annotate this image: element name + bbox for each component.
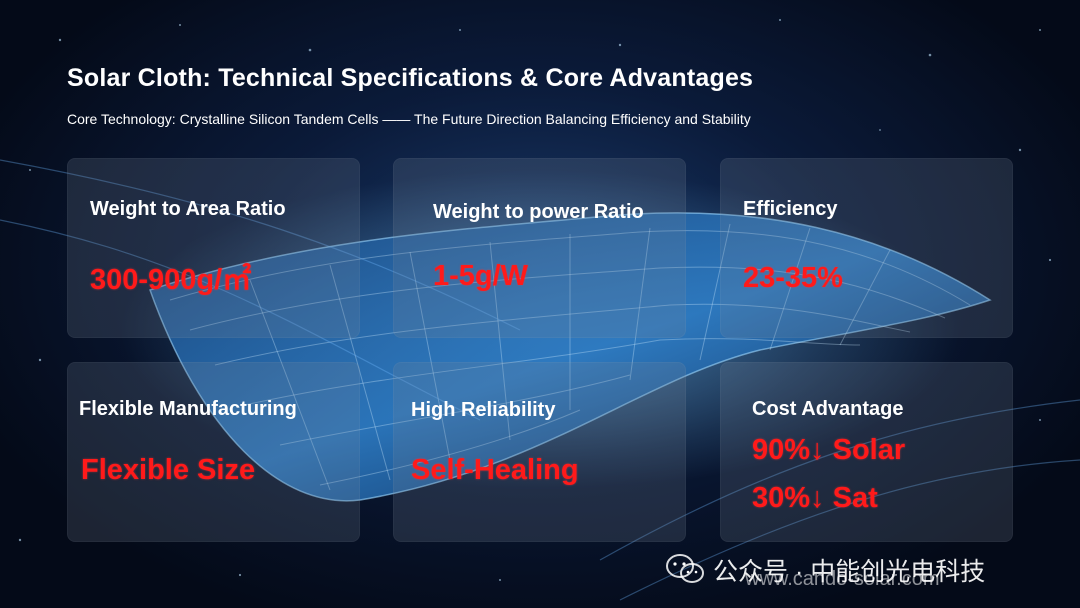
card-label: Weight to power Ratio [433,201,644,223]
card-high-reliability: High Reliability Self-Healing [393,362,686,542]
card-value: 300-900g/㎡ [90,264,252,296]
watermark-site: www.cando-solar.com [745,568,940,590]
card-label: Flexible Manufacturing [79,398,297,420]
card-efficiency: Efficiency 23-35% [720,158,1013,338]
card-label: High Reliability [411,399,556,421]
card-value: 1-5g/W [433,260,529,292]
card-cost-advantage: Cost Advantage 90%↓ Solar 30%↓ Sat [720,362,1013,542]
card-value: 90%↓ Solar [752,434,906,466]
card-label: Weight to Area Ratio [90,198,286,220]
card-label: Cost Advantage [752,398,904,420]
card-label: Efficiency [743,198,838,220]
page-title: Solar Cloth: Technical Specifications & … [67,64,754,92]
card-value: 23-35% [743,262,843,294]
card-value-secondary: 30%↓ Sat [752,482,878,514]
card-value: Self-Healing [411,454,579,486]
card-weight-power: Weight to power Ratio 1-5g/W [393,158,686,338]
page-subtitle: Core Technology: Crystalline Silicon Tan… [67,111,751,127]
watermark-account: 公众号 · 中能创光电科技 [713,558,986,586]
card-weight-area: Weight to Area Ratio 300-900g/㎡ [67,158,360,338]
wechat-icon [666,554,704,583]
card-value: Flexible Size [81,454,256,486]
card-flexible-manufacturing: Flexible Manufacturing Flexible Size [67,362,360,542]
